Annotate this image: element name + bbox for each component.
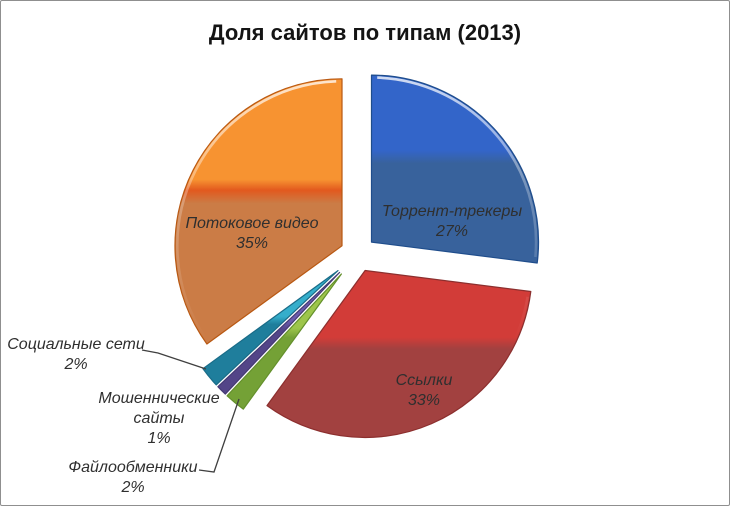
slice-label-fileshare: Файлообменники 2% [33, 458, 233, 498]
pie-slice-links [266, 269, 532, 439]
slice-pct: 2% [64, 356, 88, 373]
slice-label-links: Ссылки 33% [324, 371, 524, 411]
slice-label-torrent: Торрент-трекеры 27% [352, 202, 552, 242]
slice-pct: 1% [147, 430, 171, 447]
slice-name: Потоковое видео [185, 215, 319, 232]
slice-gloss-fileshare [230, 395, 243, 406]
slice-name: Торрент-трекеры [381, 203, 523, 220]
slice-gloss-fraud [220, 385, 227, 392]
slice-name: Ссылки [395, 372, 453, 389]
slice-gloss-torrent [377, 76, 538, 258]
slice-pct: 33% [407, 392, 441, 409]
slice-gloss-social [206, 369, 217, 382]
callout-line-social [141, 349, 207, 370]
slice-gloss-links [272, 296, 529, 437]
slice-pct: 2% [121, 479, 145, 496]
slice-name: Социальные сети [7, 336, 145, 353]
slice-name: Файлообменники [68, 459, 198, 476]
pie-slice-fileshare [226, 273, 342, 410]
pie-slice-social [202, 270, 339, 386]
callout-line-fileshare [198, 398, 240, 473]
pie-slice-torrent [370, 74, 540, 264]
slice-label-social: Социальные сети 2% [0, 335, 152, 375]
pie-slice-video [174, 78, 343, 345]
slice-label-video: Потоковое видео 35% [152, 214, 352, 254]
slice-gloss-video [176, 80, 337, 339]
chart-title: Доля сайтов по типам (2013) [208, 20, 522, 45]
slice-pct: 35% [235, 235, 269, 252]
pie-slice-fraud [217, 271, 341, 395]
slice-pct: 27% [435, 223, 469, 240]
slice-name: Мошеннические сайты [98, 390, 220, 427]
slice-label-fraud: Мошеннические сайты 1% [80, 389, 238, 449]
